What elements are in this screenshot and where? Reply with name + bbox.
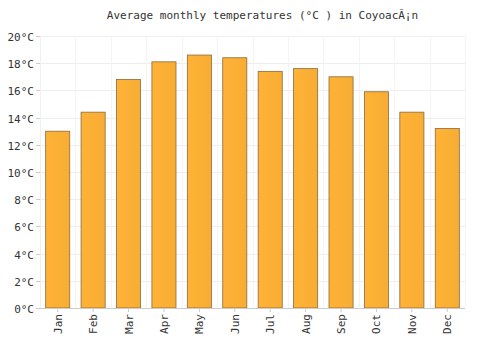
x-tick-mark <box>234 308 235 312</box>
x-tick-mark <box>411 308 412 312</box>
x-tick-label: Jan <box>52 314 65 334</box>
x-tick-mark <box>376 308 377 312</box>
x-tick-label: Jun <box>229 314 242 334</box>
vertical-grid-line <box>182 36 183 308</box>
tick-mark <box>36 118 40 119</box>
bar <box>329 77 353 308</box>
y-axis <box>40 36 41 308</box>
x-tick-label: Apr <box>158 314 171 334</box>
grid-line <box>40 90 465 91</box>
title: Average monthly temperatures (°C ) in Co… <box>107 9 418 22</box>
vertical-grid-line <box>146 36 147 308</box>
tick-mark <box>36 145 40 146</box>
y-tick-label: 14°C <box>8 113 35 126</box>
y-tick-label: 12°C <box>8 140 35 153</box>
vertical-grid-line <box>253 36 254 308</box>
vertical-grid-line <box>359 36 360 308</box>
x-tick-label: Jul <box>264 314 277 334</box>
tick-mark <box>36 226 40 227</box>
tick-mark <box>36 308 40 309</box>
vertical-grid-line <box>75 36 76 308</box>
y-tick-label: 4°C <box>14 249 34 262</box>
tick-mark <box>36 63 40 64</box>
tick-mark <box>36 36 40 37</box>
x-tick-mark <box>199 308 200 312</box>
vertical-grid-line <box>430 36 431 308</box>
tick-mark <box>36 90 40 91</box>
vertical-grid-line <box>465 36 466 308</box>
grid-line <box>40 308 465 309</box>
vertical-grid-line <box>288 36 289 308</box>
vertical-grid-line <box>111 36 112 308</box>
x-tick-mark <box>341 308 342 312</box>
bars <box>46 55 460 308</box>
bar <box>152 62 176 308</box>
y-tick-label: 2°C <box>14 276 34 289</box>
y-tick-label: 8°C <box>14 194 34 207</box>
x-tick-label: May <box>193 314 206 334</box>
x-axis <box>40 308 465 309</box>
vertical-grid-line <box>40 36 41 308</box>
y-tick-label: 6°C <box>14 221 34 234</box>
chart-svg: Average monthly temperatures (°C ) in Co… <box>0 0 500 350</box>
grid-line <box>40 63 465 64</box>
bar <box>81 112 105 308</box>
y-tick-label: 18°C <box>8 58 35 71</box>
x-tick-mark <box>270 308 271 312</box>
x-tick-label: Aug <box>300 314 313 334</box>
bar <box>117 80 141 308</box>
tick-mark <box>36 281 40 282</box>
grid-line <box>40 36 465 37</box>
bar <box>46 131 70 308</box>
x-tick-mark <box>305 308 306 312</box>
y-tick-label: 0°C <box>14 303 34 316</box>
grid <box>40 36 466 309</box>
x-tick-label: Nov <box>406 314 419 334</box>
tick-mark <box>36 254 40 255</box>
tick-mark <box>36 172 40 173</box>
bar <box>258 71 282 308</box>
x-tick-label: Oct <box>370 314 383 334</box>
x-tick-mark <box>57 308 58 312</box>
bar <box>364 92 388 308</box>
x-tick-mark <box>163 308 164 312</box>
x-tick-mark <box>93 308 94 312</box>
vertical-grid-line <box>394 36 395 308</box>
bar <box>294 69 318 308</box>
y-tick-label: 10°C <box>8 167 35 180</box>
x-tick-label: Dec <box>441 314 454 334</box>
vertical-grid-line <box>323 36 324 308</box>
y-tick-label: 16°C <box>8 85 35 98</box>
x-tick-mark <box>128 308 129 312</box>
chart-container: Average monthly temperatures (°C ) in Co… <box>0 0 500 350</box>
x-tick-mark <box>447 308 448 312</box>
x-tick-label: Feb <box>87 314 100 334</box>
y-tick-label: 20°C <box>8 31 35 44</box>
x-tick-label: Mar <box>123 314 136 334</box>
bar <box>223 58 247 308</box>
bar <box>187 55 211 308</box>
vertical-grid-line <box>217 36 218 308</box>
bar <box>400 112 424 308</box>
bar <box>435 128 459 308</box>
tick-mark <box>36 199 40 200</box>
x-tick-label: Sep <box>335 314 348 334</box>
